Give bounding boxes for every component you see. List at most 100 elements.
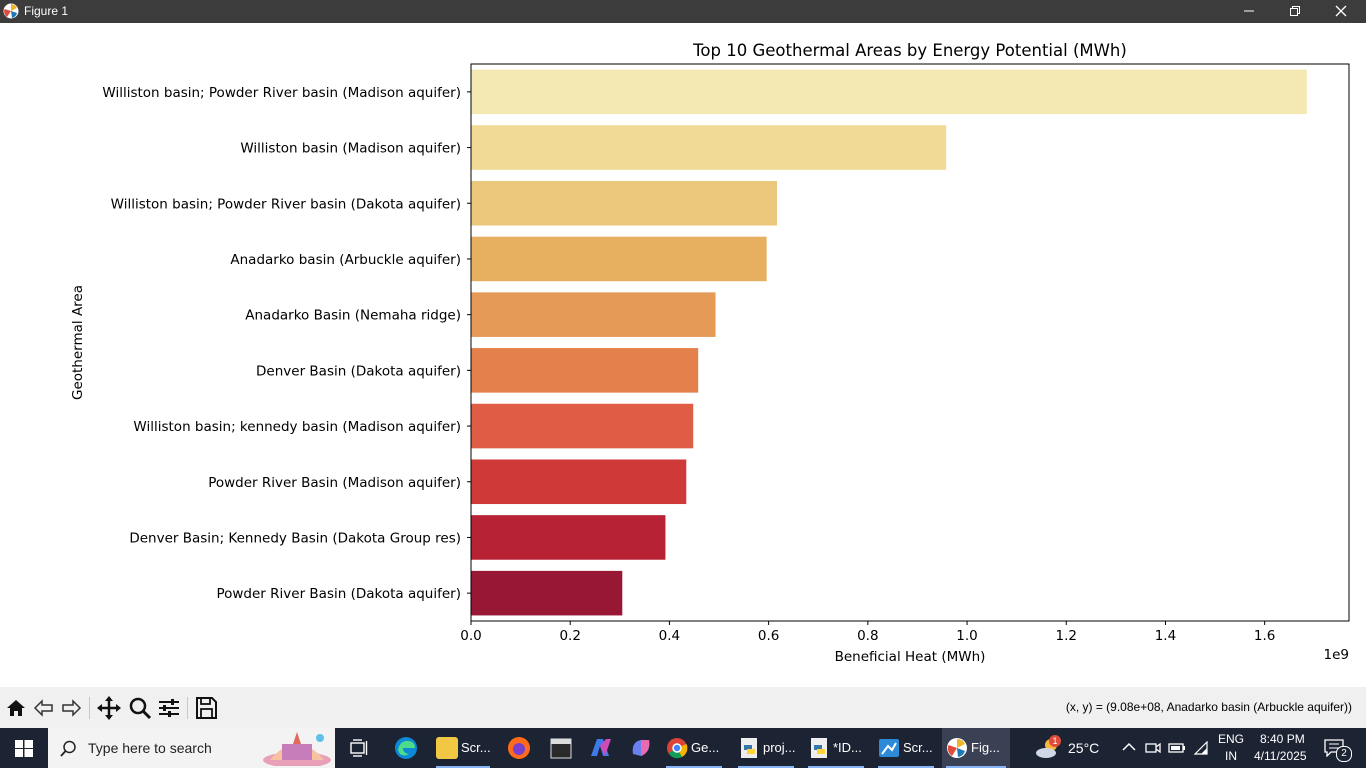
taskbar-app-label: Scr...: [903, 740, 933, 755]
chrome-icon: [667, 738, 688, 759]
taskbar-search-box[interactable]: Type here to search: [48, 728, 335, 768]
taskbar-app-snipping-tool[interactable]: Scr...: [874, 728, 938, 768]
floppy-disk-icon: [196, 697, 217, 719]
toolbar-separator: [187, 697, 188, 719]
taskbar-app-label: Scr...: [461, 740, 491, 755]
close-button[interactable]: [1318, 0, 1364, 23]
calendar-app-icon: [550, 738, 572, 759]
microsoft-365-icon: [591, 739, 611, 756]
y-tick-label: Williston basin (Madison aquifer): [240, 141, 461, 157]
windows-logo-icon: [15, 740, 33, 757]
clock-time: 8:40 PM: [1260, 732, 1305, 746]
bar: [471, 69, 1307, 115]
taskbar-app-label: Fig...: [971, 740, 1000, 755]
zoom-button[interactable]: [127, 695, 153, 721]
weather-alert-badge: 1: [1049, 735, 1061, 747]
taskbar-copilot-button[interactable]: [624, 728, 658, 768]
figure-canvas[interactable]: Williston basin; Powder River basin (Mad…: [0, 23, 1366, 687]
meet-now-icon[interactable]: [1145, 741, 1161, 755]
toolbar-separator: [89, 697, 90, 719]
y-axis-label: Geothermal Area: [70, 285, 86, 400]
running-indicator: [666, 766, 722, 768]
taskbar-app-figure[interactable]: Fig...: [942, 728, 1010, 768]
forward-button[interactable]: [58, 695, 84, 721]
taskbar-app-chrome[interactable]: Ge...: [662, 728, 726, 768]
language-region: IN: [1225, 749, 1237, 763]
firefox-icon: [508, 737, 530, 759]
notification-count-badge: 2: [1336, 746, 1352, 762]
language-switcher[interactable]: ENG IN: [1212, 728, 1248, 768]
bar: [471, 570, 623, 616]
y-tick-label: Denver Basin (Dakota aquifer): [256, 363, 461, 379]
configure-subplots-button[interactable]: [156, 695, 182, 721]
running-indicator: [738, 766, 794, 768]
taskbar-app-file-explorer[interactable]: Scr...: [432, 728, 494, 768]
move-icon: [97, 696, 121, 720]
running-indicator: [946, 766, 1006, 768]
language-code: ENG: [1218, 732, 1245, 746]
y-tick-label: Anadarko basin (Arbuckle aquifer): [230, 252, 461, 268]
magnifier-icon: [129, 697, 152, 720]
python-file-icon: [741, 738, 757, 758]
x-tick-label: 0.8: [857, 628, 878, 644]
window-title-bar: Figure 1: [0, 0, 1366, 23]
notification-center-button[interactable]: 2: [1318, 728, 1366, 768]
y-tick-label: Powder River Basin (Dakota aquifer): [216, 586, 461, 602]
bar: [471, 348, 699, 393]
file-explorer-icon: [436, 737, 458, 759]
taskbar-calendar-app-button[interactable]: [544, 728, 578, 768]
taskbar-edge-button[interactable]: [388, 728, 424, 768]
bar-chart: Williston basin; Powder River basin (Mad…: [70, 41, 1350, 665]
task-view-button[interactable]: [342, 728, 378, 768]
weather-widget[interactable]: 1 25°C: [1030, 728, 1104, 768]
wifi-icon[interactable]: [1193, 741, 1209, 755]
start-button[interactable]: [0, 728, 48, 768]
show-hidden-icons-button[interactable]: [1118, 728, 1140, 768]
task-view-icon: [350, 739, 368, 757]
matplotlib-logo-icon: [947, 738, 967, 758]
home-icon: [7, 700, 25, 716]
bar: [471, 180, 778, 226]
save-button[interactable]: [193, 695, 219, 721]
x-tick-label: 0.0: [460, 628, 481, 644]
y-tick-label: Anadarko Basin (Nemaha ridge): [245, 308, 461, 324]
battery-icon[interactable]: [1168, 742, 1186, 754]
search-highlight-illustration-icon: [263, 732, 331, 766]
bar: [471, 292, 716, 337]
x-tick-label: 1.6: [1254, 628, 1275, 644]
edge-browser-icon: [395, 737, 417, 759]
taskbar-app-idle[interactable]: *ID...: [804, 728, 868, 768]
restore-icon: [1290, 6, 1300, 16]
bar: [471, 459, 687, 505]
back-button[interactable]: [31, 695, 57, 721]
chart-title: Top 10 Geothermal Areas by Energy Potent…: [692, 41, 1127, 60]
clock[interactable]: 8:40 PM 4/11/2025: [1252, 728, 1314, 768]
windows-taskbar: Type here to search Scr... Ge... p: [0, 728, 1366, 768]
taskbar-m365-button[interactable]: [584, 728, 618, 768]
taskbar-firefox-button[interactable]: [502, 728, 536, 768]
restore-button[interactable]: [1272, 0, 1318, 23]
python-idle-icon: [811, 738, 827, 758]
back-arrow-icon: [33, 699, 53, 717]
x-tick-label: 1.0: [956, 628, 977, 644]
cursor-coordinates: (x, y) = (9.08e+08, Anadarko basin (Arbu…: [1065, 700, 1352, 714]
running-indicator: [808, 766, 864, 768]
bar: [471, 403, 694, 449]
taskbar-app-python-project[interactable]: proj...: [734, 728, 798, 768]
bar: [471, 125, 947, 170]
clock-date: 4/11/2025: [1254, 749, 1307, 763]
taskbar-app-label: *ID...: [833, 740, 862, 755]
taskbar-app-label: Ge...: [691, 740, 720, 755]
home-button[interactable]: [3, 695, 29, 721]
y-tick-label: Williston basin; Powder River basin (Dak…: [111, 196, 461, 212]
y-tick-label: Williston basin; kennedy basin (Madison …: [133, 419, 461, 435]
copilot-icon: [632, 740, 650, 756]
x-tick-label: 0.2: [559, 628, 580, 644]
minimize-button[interactable]: [1226, 0, 1272, 23]
running-indicator: [878, 766, 934, 768]
plot-frame: [470, 63, 1350, 622]
y-tick-label: Williston basin; Powder River basin (Mad…: [102, 85, 461, 101]
close-icon: [1335, 5, 1347, 17]
pan-button[interactable]: [96, 695, 122, 721]
weather-temperature: 25°C: [1068, 740, 1100, 756]
